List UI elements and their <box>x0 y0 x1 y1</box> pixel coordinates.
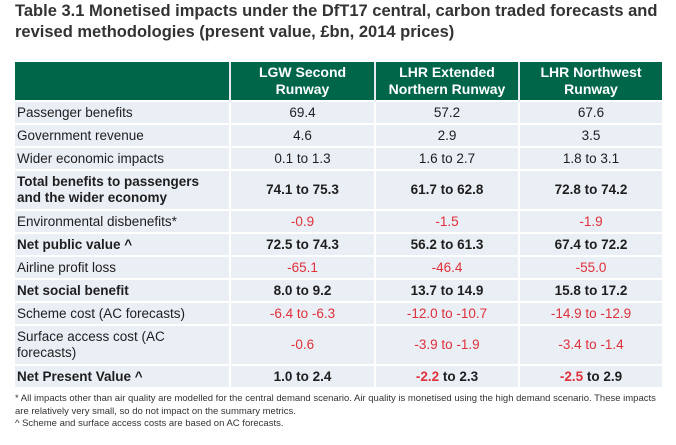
table-row: Net public value ^ 72.5 to 74.3 56.2 to 61… <box>15 232 662 256</box>
cell-value: 69.4 <box>229 100 375 124</box>
header-lgw-second-runway: LGW Second Runway <box>229 62 375 101</box>
cell-value: 1.8 to 3.1 <box>518 146 662 170</box>
row-label: Total benefits to passengers and the wid… <box>15 169 230 210</box>
cell-value: -2.5 to 2.9 <box>518 364 662 387</box>
table-title: Table 3.1 Monetised impacts under the Df… <box>15 2 658 41</box>
cell-value: -1.5 <box>374 209 519 233</box>
row-label: Passenger benefits <box>15 100 230 124</box>
table-row: Scheme cost (AC forecasts) -6.4 to -6.3 -1… <box>15 301 662 325</box>
cell-value: 72.8 to 74.2 <box>518 169 662 210</box>
footnotes: * All impacts other than air quality are… <box>15 393 665 431</box>
header-label-col <box>15 62 230 101</box>
table-row: Net Present Value ^ 1.0 to 2.4 -2.2 to 2.3… <box>15 364 662 387</box>
cell-value: -12.0 to -10.7 <box>374 301 519 325</box>
cell-value: -0.9 <box>229 209 375 233</box>
header-lhr-extended-northern-runway: LHR Extended Northern Runway <box>374 62 519 101</box>
row-label: Net Present Value ^ <box>15 364 230 387</box>
cell-value: -14.9 to -12.9 <box>518 301 662 325</box>
cell-value: -46.4 <box>374 255 519 279</box>
cell-value: -3.4 to -1.4 <box>518 324 662 365</box>
cell-value: -6.4 to -6.3 <box>229 301 375 325</box>
cell-value: 1.6 to 2.7 <box>374 146 519 170</box>
cell-value: 61.7 to 62.8 <box>374 169 519 210</box>
table-row: Airline profit loss -65.1 -46.4 -55.0 <box>15 255 662 279</box>
cell-value: 56.2 to 61.3 <box>374 232 519 256</box>
cell-value: 3.5 <box>518 123 662 147</box>
cell-value: 1.0 to 2.4 <box>229 364 375 387</box>
cell-value: 67.4 to 72.2 <box>518 232 662 256</box>
table-row: Environmental disbenefits* -0.9 -1.5 -1.9 <box>15 209 662 233</box>
cell-value: -1.9 <box>518 209 662 233</box>
header-row: LGW Second Runway LHR Extended Northern … <box>15 62 662 101</box>
cell-value: 13.7 to 14.9 <box>374 278 519 302</box>
row-label: Surface access cost (AC forecasts) <box>15 324 230 365</box>
cell-value: -3.9 to -1.9 <box>374 324 519 365</box>
cell-value: 4.6 <box>229 123 375 147</box>
table-row: Government revenue 4.6 2.9 3.5 <box>15 123 662 147</box>
negative-part: -2.2 <box>415 368 440 384</box>
cell-value: -0.6 <box>229 324 375 365</box>
negative-part: -2.5 <box>559 368 584 384</box>
row-label: Scheme cost (AC forecasts) <box>15 301 230 325</box>
cell-value: 72.5 to 74.3 <box>229 232 375 256</box>
table-row: Net social benefit 8.0 to 9.2 13.7 to 14.9… <box>15 278 662 302</box>
table-row: Passenger benefits 69.4 57.2 67.6 <box>15 100 662 124</box>
cell-value: 74.1 to 75.3 <box>229 169 375 210</box>
cell-value: -55.0 <box>518 255 662 279</box>
cell-value: -2.2 to 2.3 <box>374 364 519 387</box>
row-label: Environmental disbenefits* <box>15 209 230 233</box>
cell-value: 2.9 <box>374 123 519 147</box>
monetised-impacts-table: LGW Second Runway LHR Extended Northern … <box>15 62 662 387</box>
row-label: Wider economic impacts <box>15 146 230 170</box>
table-row: Total benefits to passengers and the wid… <box>15 169 662 210</box>
table-body: Passenger benefits 69.4 57.2 67.6 Government… <box>15 100 662 387</box>
cell-value: -65.1 <box>229 255 375 279</box>
table-row: Surface access cost (AC forecasts) -0.6 -3… <box>15 324 662 365</box>
cell-value: 67.6 <box>518 100 662 124</box>
row-label: Net social benefit <box>15 278 230 302</box>
footnote-ac-forecasts: ^ Scheme and surface access costs are ba… <box>15 418 284 429</box>
row-label: Government revenue <box>15 123 230 147</box>
table-row: Wider economic impacts 0.1 to 1.3 1.6 to 2… <box>15 146 662 170</box>
footnote-air-quality: * All impacts other than air quality are… <box>15 393 656 417</box>
row-label: Net public value ^ <box>15 232 230 256</box>
cell-value: 15.8 to 17.2 <box>518 278 662 302</box>
cell-value: 57.2 <box>374 100 519 124</box>
cell-value: 8.0 to 9.2 <box>229 278 375 302</box>
cell-value: 0.1 to 1.3 <box>229 146 375 170</box>
header-lhr-northwest-runway: LHR Northwest Runway <box>518 62 662 101</box>
row-label: Airline profit loss <box>15 255 230 279</box>
